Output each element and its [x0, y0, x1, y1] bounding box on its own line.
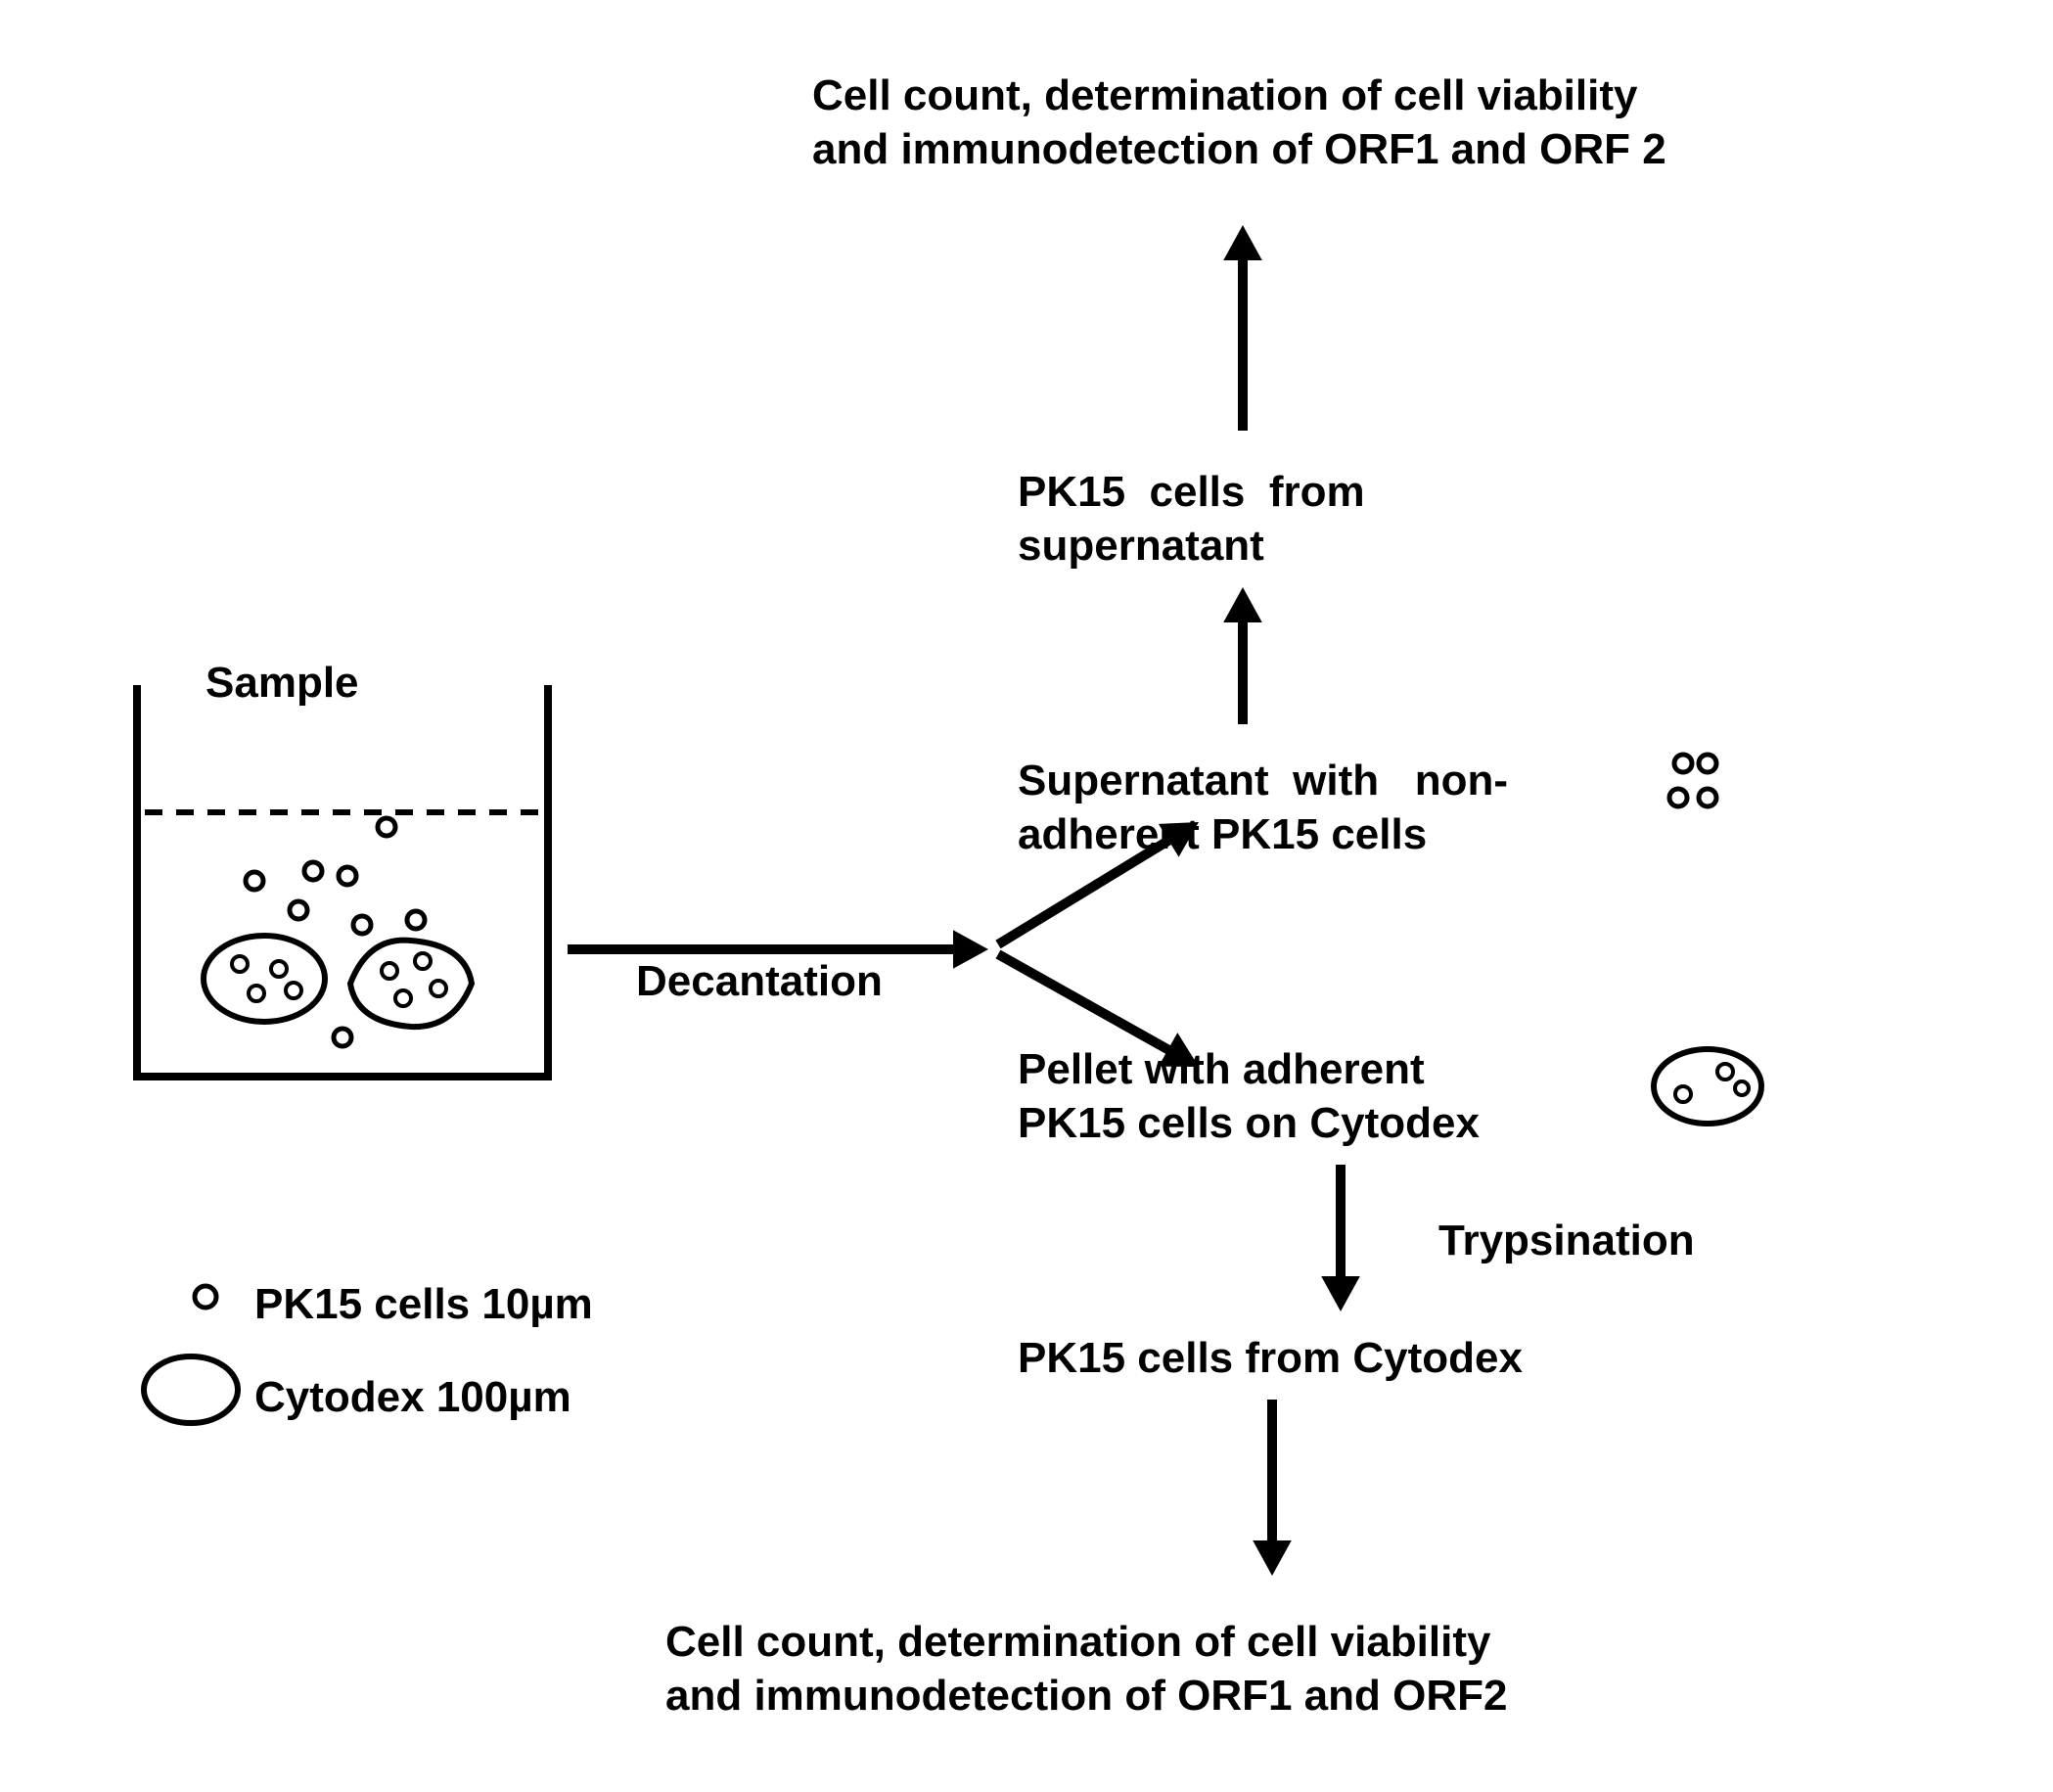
sample-label: Sample	[205, 656, 359, 710]
diagram-canvas	[0, 0, 2053, 1792]
legend-symbols	[144, 1286, 238, 1423]
supernatant-label: Supernatant with non- adherent PK15 cell…	[1018, 754, 1508, 861]
pellet-label: Pellet with adherent PK15 cells on Cytod…	[1018, 1042, 1480, 1150]
trypsination-label: Trypsination	[1438, 1214, 1695, 1267]
decantation-label: Decantation	[636, 954, 883, 1008]
legend-cytodex-label: Cytodex 100µm	[254, 1370, 571, 1424]
bottom-result-label: Cell count, determination of cell viabil…	[665, 1615, 1507, 1723]
pk15-cytodex-label: PK15 cells from Cytodex	[1018, 1331, 1523, 1385]
side-symbols	[1654, 755, 1761, 1124]
top-result-label: Cell count, determination of cell viabil…	[812, 69, 1666, 176]
pk15-supernatant-label: PK15 cells from supernatant	[1018, 465, 1365, 573]
beaker-contents	[204, 818, 472, 1046]
legend-pk15-label: PK15 cells 10µm	[254, 1277, 593, 1331]
